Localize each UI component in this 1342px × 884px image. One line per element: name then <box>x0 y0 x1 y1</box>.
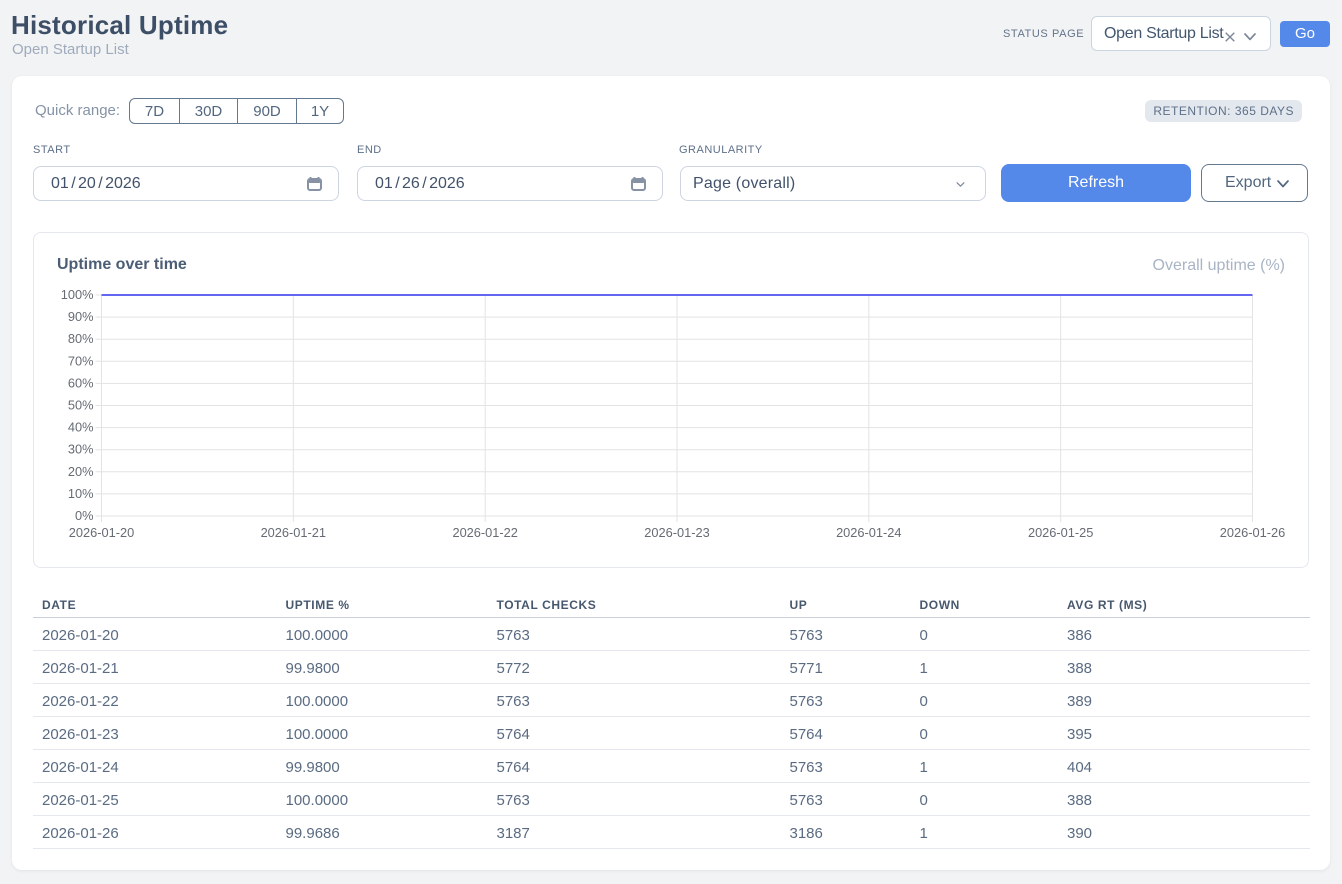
svg-text:0%: 0% <box>75 508 94 523</box>
svg-text:30%: 30% <box>68 442 94 457</box>
svg-text:80%: 80% <box>68 331 94 346</box>
svg-text:10%: 10% <box>68 486 94 501</box>
svg-text:100%: 100% <box>61 287 94 302</box>
svg-text:2026-01-23: 2026-01-23 <box>644 525 709 540</box>
svg-text:60%: 60% <box>68 375 94 390</box>
svg-text:2026-01-25: 2026-01-25 <box>1028 525 1093 540</box>
svg-text:2026-01-24: 2026-01-24 <box>836 525 901 540</box>
svg-text:2026-01-22: 2026-01-22 <box>452 525 517 540</box>
svg-text:90%: 90% <box>68 309 94 324</box>
svg-text:20%: 20% <box>68 464 94 479</box>
svg-text:2026-01-26: 2026-01-26 <box>1220 525 1285 540</box>
svg-text:2026-01-21: 2026-01-21 <box>261 525 326 540</box>
svg-text:70%: 70% <box>68 353 94 368</box>
svg-text:2026-01-20: 2026-01-20 <box>69 525 134 540</box>
svg-text:50%: 50% <box>68 398 94 413</box>
svg-text:40%: 40% <box>68 420 94 435</box>
